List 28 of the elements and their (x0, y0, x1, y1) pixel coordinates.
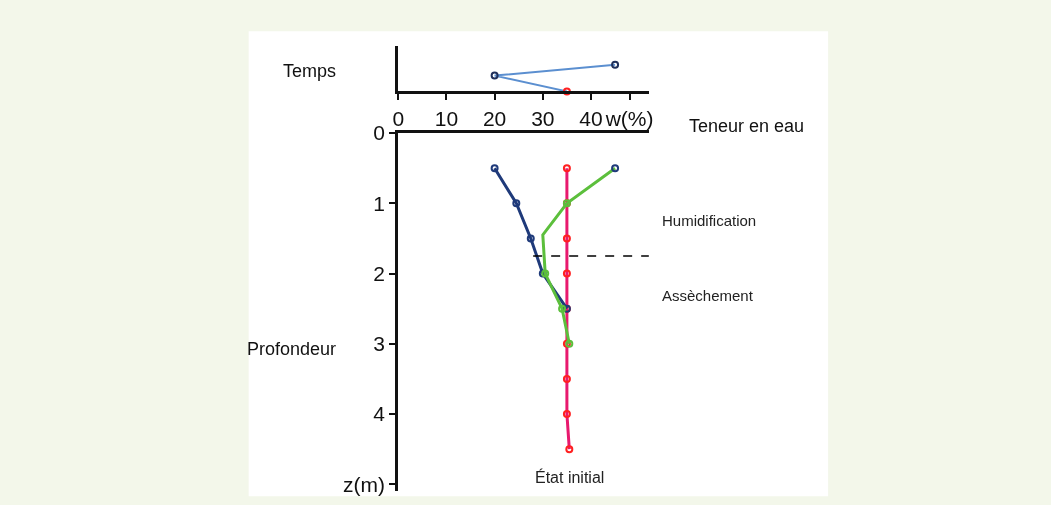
text: Assèchement (662, 287, 754, 304)
y-tick-label: 4 (373, 402, 386, 426)
y-tick-label: 2 (373, 261, 386, 285)
point (562, 374, 571, 383)
x-tick-label: 20 (482, 106, 507, 130)
y-tick-label: 3 (373, 332, 386, 356)
y-axis-title: Profondeur (247, 339, 337, 359)
y-axis-title: Temps (283, 61, 337, 81)
text: Humidification (662, 212, 757, 229)
x-tick-label: 30 (531, 106, 555, 130)
y-tick-label: 0 (373, 121, 386, 145)
point (490, 164, 499, 173)
x-axis-title: Teneur en eau (689, 116, 805, 136)
x-tick-label: 10 (434, 106, 459, 130)
point (562, 269, 571, 278)
x-tick-label: w(%) (604, 106, 654, 130)
y-tick-label: z(m) (343, 472, 386, 496)
point (565, 445, 574, 454)
point (512, 199, 521, 208)
point (526, 234, 535, 243)
point (562, 234, 571, 243)
point (562, 410, 571, 419)
point (562, 164, 571, 173)
x-tick-label: 40 (579, 106, 603, 130)
x-tick-label: 0 (392, 106, 405, 130)
point (558, 304, 567, 313)
y-tick-label: 1 (373, 191, 386, 215)
series-label: État initial (535, 468, 605, 486)
